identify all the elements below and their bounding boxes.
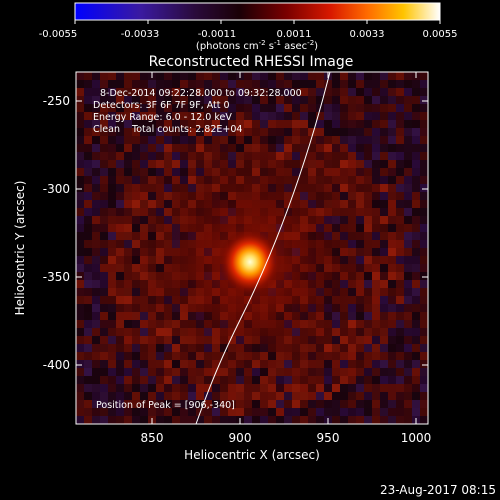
- x-tick-labels: 850 900 950 1000: [141, 431, 432, 445]
- peak-position-label: Position of Peak = [906,-340]: [96, 400, 235, 411]
- image-panel: [76, 72, 428, 424]
- colorbar-tick-labels: -0.0055 -0.0033 -0.0011 0.0011 0.0033 0.…: [39, 29, 458, 40]
- colorbar-units: (photons cm-2 s-1 asec-2): [196, 39, 318, 52]
- hxr-source: [218, 228, 282, 296]
- x-tick-label: 850: [141, 431, 164, 445]
- y-axis-label: Heliocentric Y (arcsec): [13, 181, 27, 316]
- colorbar-tick: 0.0011: [277, 29, 312, 40]
- x-tick-label: 900: [229, 431, 252, 445]
- info-energy: Energy Range: 6.0 - 12.0 keV: [93, 112, 232, 123]
- solar-limb-line: [195, 72, 331, 424]
- colorbar-tick: 0.0033: [350, 29, 385, 40]
- colorbar-tick: 0.0055: [423, 29, 458, 40]
- colorbar-tick: -0.0033: [121, 29, 160, 40]
- info-block: 8-Dec-2014 09:22:28.000 to 09:32:28.000 …: [93, 88, 302, 135]
- y-tick-labels: -250 -300 -350 -400: [43, 94, 70, 372]
- footer-date: 23-Aug-2017 08:15: [380, 483, 496, 497]
- plot-title: Reconstructed RHESSI Image: [149, 54, 354, 70]
- colorbar-tick: -0.0055: [39, 29, 78, 40]
- colorbar: [74, 2, 441, 21]
- info-detectors: Detectors: 3F 6F 7F 9F, Att 0: [93, 100, 230, 111]
- x-tick-label: 950: [317, 431, 340, 445]
- plot-frame: [75, 71, 429, 425]
- info-clean: Clean Total counts: 2.82E+04: [93, 124, 242, 135]
- y-tick-label: -350: [43, 270, 70, 284]
- axis-ticks: [76, 72, 428, 424]
- info-time-range: 8-Dec-2014 09:22:28.000 to 09:32:28.000: [100, 88, 302, 99]
- x-tick-label: 1000: [401, 431, 432, 445]
- y-tick-label: -400: [43, 358, 70, 372]
- colorbar-tick: -0.0011: [198, 29, 237, 40]
- y-tick-label: -250: [43, 94, 70, 108]
- colorbar-tick-marks: [74, 20, 441, 24]
- x-axis-label: Heliocentric X (arcsec): [184, 448, 320, 462]
- y-tick-label: -300: [43, 182, 70, 196]
